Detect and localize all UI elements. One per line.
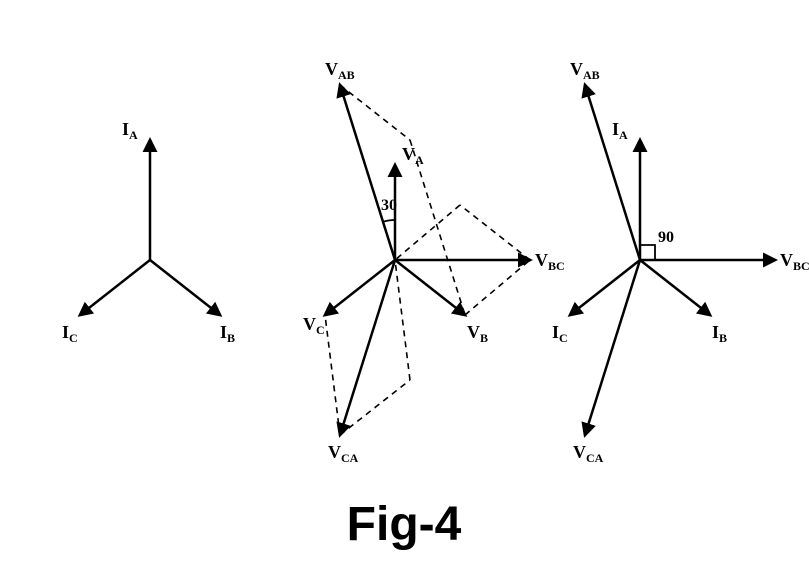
figure-caption: Fig-4: [347, 498, 462, 551]
right-angle-marker: [640, 245, 655, 260]
phasor-vector: [640, 260, 710, 315]
figure-canvas: IA IB IC VA VB VC VAB VBC VCA 30 IA IB IC VAB VBC VCA 90…: [0, 0, 809, 579]
phasor-vector: [570, 260, 640, 315]
vector-label: VC: [303, 314, 325, 337]
vector-label: VBC: [535, 250, 565, 273]
vector-label: VB: [467, 322, 488, 345]
vector-label: IB: [712, 322, 727, 345]
vector-label: VCA: [573, 442, 604, 465]
construction-line: [395, 260, 410, 380]
construction-line: [340, 85, 410, 140]
vector-label: VA: [402, 144, 424, 167]
construction-line: [395, 205, 460, 260]
construction-line: [325, 315, 340, 435]
construction-line: [465, 260, 530, 315]
phasor-vector: [585, 85, 640, 260]
vector-label: VCA: [328, 442, 359, 465]
phasor-vector: [325, 260, 395, 315]
phasor-vector: [80, 260, 150, 315]
vector-label: VAB: [325, 59, 355, 82]
construction-line: [460, 205, 530, 260]
phasor-vector: [395, 260, 465, 315]
angle-label: 90: [658, 229, 674, 246]
phasor-vector: [340, 85, 395, 260]
vector-label: IC: [552, 322, 568, 345]
vector-label: VAB: [570, 59, 600, 82]
vector-label: VBC: [780, 250, 809, 273]
phasor-vector: [340, 260, 395, 435]
vector-label: IA: [612, 119, 628, 142]
phasor-vector: [150, 260, 220, 315]
angle-label: 30: [381, 197, 397, 214]
vector-label: IC: [62, 322, 78, 345]
vector-label: IB: [220, 322, 235, 345]
construction-line: [340, 380, 410, 435]
vector-label: IA: [122, 119, 138, 142]
angle-arc: [382, 220, 395, 222]
phasor-vector: [585, 260, 640, 435]
